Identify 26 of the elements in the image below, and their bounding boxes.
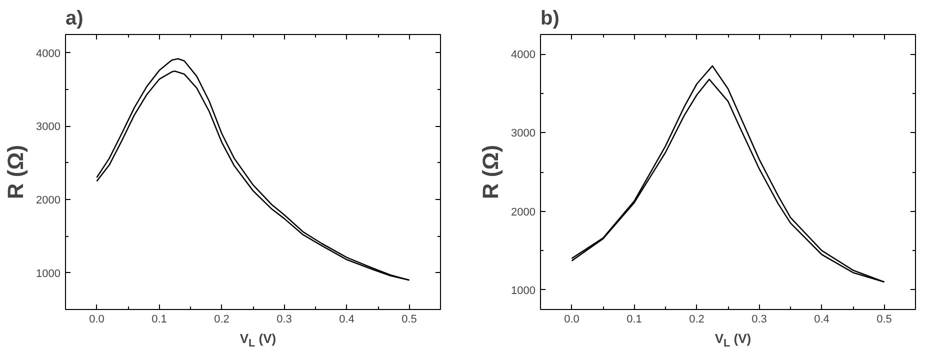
y-tick-label: 4000 <box>36 48 61 60</box>
x-tick-label: 0.0 <box>89 314 104 326</box>
y-tick-label: 1000 <box>511 284 536 297</box>
x-tick-label: 0.0 <box>564 314 580 326</box>
x-tick-label: 0.3 <box>752 314 767 326</box>
y-tick-label: 2000 <box>36 194 61 206</box>
x-tick-label: 0.2 <box>214 314 230 326</box>
x-tick-label: 0.2 <box>689 314 704 326</box>
x-axis-title: V$_{L}$ (V) <box>714 330 752 352</box>
x-tick-label: 0.5 <box>876 314 892 326</box>
y-tick-label: 3000 <box>511 128 536 140</box>
y-axis-title: R (Ω) <box>478 144 504 200</box>
x-tick-label: 0.3 <box>276 314 292 326</box>
x-tick-label: 0.1 <box>152 314 167 326</box>
x-axis-title: V$_{L}$ (V) <box>240 330 276 352</box>
y-tick-label: 2000 <box>511 206 536 218</box>
x-tick-label: 0.4 <box>339 314 354 326</box>
y-tick-label: 4000 <box>511 49 536 62</box>
y-tick-label: 1000 <box>36 268 61 280</box>
y-axis-title: R (Ω) <box>3 144 28 200</box>
x-tick-label: 0.5 <box>402 314 417 326</box>
chart-title: b) <box>540 8 560 30</box>
y-tick-label: 3000 <box>36 121 61 134</box>
x-tick-label: 0.4 <box>814 314 830 326</box>
chart-title: a) <box>66 8 84 30</box>
x-tick-label: 0.1 <box>626 314 642 326</box>
